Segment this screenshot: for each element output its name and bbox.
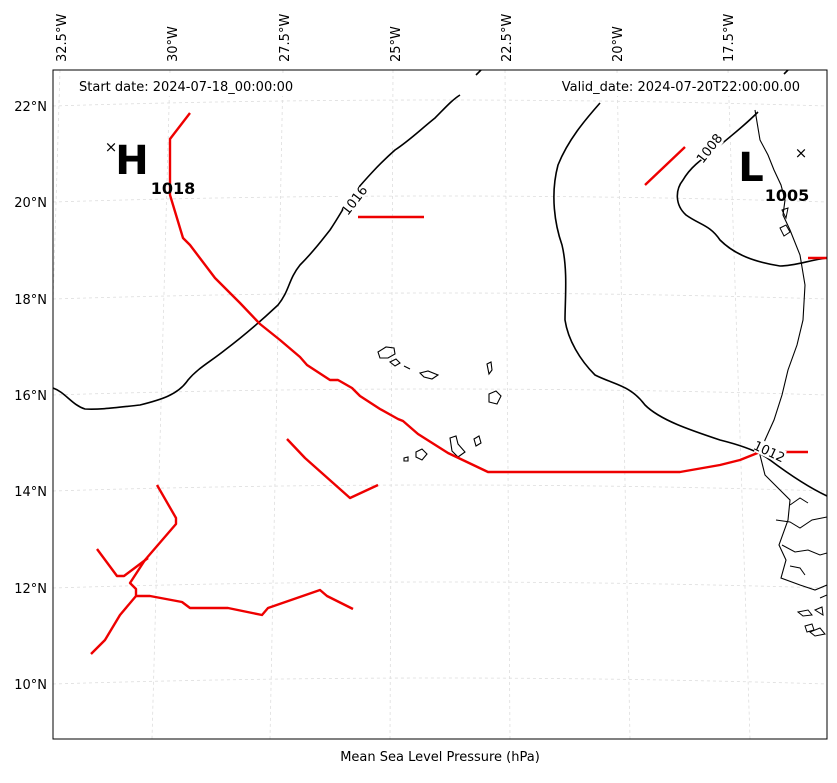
high-center-marker-icon: × [105, 138, 118, 156]
lat-label: 20°N [14, 196, 47, 211]
cape-verde-islands [377, 346, 502, 462]
lon-label: 22.5°W [500, 14, 515, 62]
island-santa-luzia [403, 365, 411, 370]
lat-label: 14°N [14, 485, 47, 500]
island-brava [403, 456, 409, 462]
parallel-12n [53, 581, 827, 589]
lon-label: 20°W [611, 26, 626, 62]
lon-label: 32.5°W [55, 14, 70, 62]
africa-coastline [754, 109, 827, 591]
parallel-16n [53, 388, 827, 396]
parallel-22n [53, 99, 827, 107]
low-symbol: L [738, 145, 764, 191]
trough-northeast [644, 146, 686, 186]
lat-label: 22°N [14, 100, 47, 115]
africa-coast-details [775, 207, 827, 637]
map-frame [52, 69, 828, 740]
trough-main [168, 112, 808, 474]
troughs [90, 112, 827, 655]
lat-label: 18°N [14, 293, 47, 308]
lat-label: 12°N [14, 582, 47, 597]
lon-label: 27.5°W [278, 14, 293, 62]
parallel-10n [53, 677, 827, 685]
valid-date: Valid_date: 2024-07-20T22:00:00.00 [562, 80, 800, 95]
isobar-1016 [53, 94, 461, 410]
isobar-1016-north [475, 70, 482, 76]
island-boa-vista [488, 390, 502, 405]
island-santiago [449, 435, 466, 458]
island-fogo [415, 448, 428, 461]
lon-label: 30°W [166, 26, 181, 62]
map-area [53, 70, 827, 739]
parallel-20n [53, 195, 827, 203]
trough-southwest [90, 484, 178, 655]
graticule [53, 70, 827, 739]
lat-label: 16°N [14, 389, 47, 404]
trough-southwest-branch [96, 548, 149, 578]
map-title: Mean Sea Level Pressure (hPa) [340, 750, 540, 765]
parallel-18n [53, 292, 827, 300]
trough-central [286, 438, 379, 500]
island-sal [486, 361, 493, 376]
island-maio [473, 435, 482, 447]
low-pressure-center: × L 1005 [738, 144, 809, 205]
low-value: 1005 [765, 186, 810, 205]
lon-label: 25°W [389, 26, 404, 62]
start-date: Start date: 2024-07-18_00:00:00 [79, 80, 293, 95]
high-symbol: H [115, 138, 148, 184]
lon-label: 17.5°W [722, 14, 737, 62]
longitude-labels: 32.5°W 30°W 27.5°W 25°W 22.5°W 20°W 17.5… [55, 14, 737, 62]
island-sao-nicolau [418, 370, 440, 380]
low-center-marker-icon: × [795, 144, 808, 162]
parallel-14n [53, 484, 827, 492]
latitude-labels: 22°N 20°N 18°N 16°N 14°N 12°N 10°N [14, 100, 47, 693]
island-sao-vicente [388, 358, 401, 367]
trough-south [136, 588, 354, 617]
high-pressure-center: × H 1018 [105, 138, 196, 198]
lat-label: 10°N [14, 678, 47, 693]
island-santo-antao [377, 346, 396, 359]
high-value: 1018 [151, 179, 196, 198]
